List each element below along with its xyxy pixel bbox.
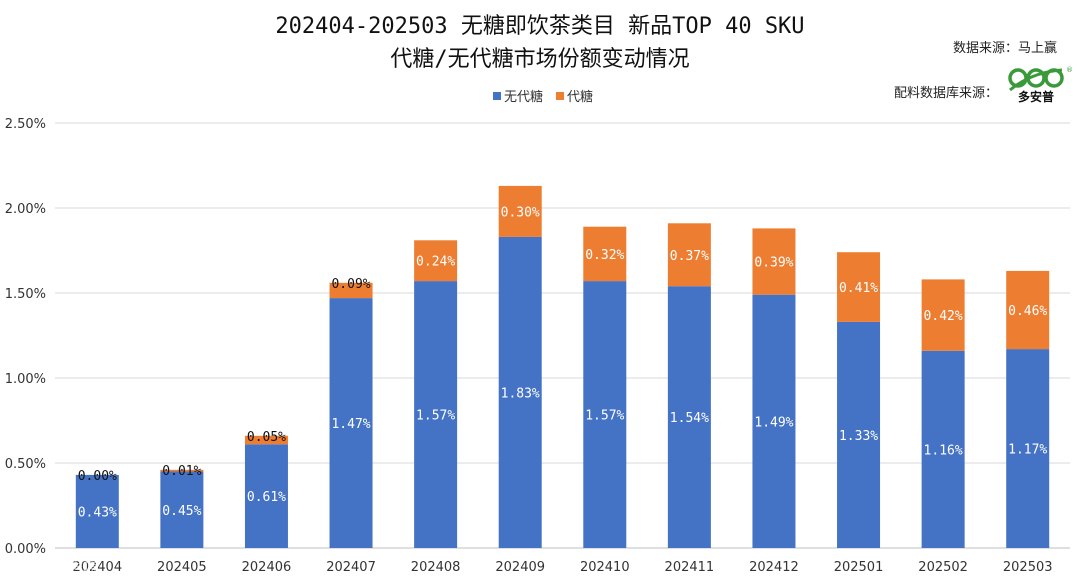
data-label-no-sweetener: 0.61% <box>247 490 286 505</box>
bar-sweetener <box>921 279 965 351</box>
bar-no-sweetener <box>160 471 204 548</box>
chart-title-line2: 代糖/无代糖市场份额变动情况 <box>390 47 689 72</box>
x-tick-label: 202501 <box>834 560 884 575</box>
x-tick-label: 202406 <box>242 560 292 575</box>
bar-no-sweetener <box>583 281 627 548</box>
data-label-sweetener: 0.39% <box>754 256 793 271</box>
data-label-sweetener: 0.00% <box>78 469 117 484</box>
data-label-sweetener: 0.01% <box>162 464 201 479</box>
duoanpu-logo: ® 多安普 <box>1008 66 1073 104</box>
data-label-sweetener: 0.42% <box>924 309 963 324</box>
data-label-sweetener: 0.32% <box>585 248 624 263</box>
bar-no-sweetener <box>752 294 796 548</box>
x-tick-label: 202410 <box>580 560 630 575</box>
bar-no-sweetener <box>329 298 373 548</box>
bar-sweetener <box>1006 270 1050 350</box>
data-label-no-sweetener: 0.43% <box>78 505 117 520</box>
bar-no-sweetener <box>837 321 881 548</box>
data-labels: 0.43% 0.00% 0.45% 0.01% 0.61% 0.05% 1.47% 0.09%… <box>78 205 1048 520</box>
data-label-no-sweetener: 1.47% <box>331 417 370 432</box>
y-tick-label: 2.00% <box>5 202 46 217</box>
logo-mark-icon <box>1008 68 1064 92</box>
bar-sweetener <box>244 435 288 445</box>
y-tick-label: 1.50% <box>5 287 46 302</box>
bar-sweetener <box>160 469 204 472</box>
gridlines <box>55 122 1070 549</box>
bar-sweetener <box>414 240 458 282</box>
x-tick-label: 202405 <box>157 560 207 575</box>
x-tick-label: 202412 <box>749 560 799 575</box>
x-tick-label: 202404 <box>72 560 122 575</box>
legend-swatch-sweetener <box>556 92 564 100</box>
data-label-no-sweetener: 1.54% <box>670 411 709 426</box>
bar-no-sweetener <box>75 474 119 548</box>
data-label-sweetener: 0.09% <box>331 277 370 292</box>
data-label-sweetener: 0.24% <box>416 255 455 270</box>
data-label-sweetener: 0.46% <box>1008 304 1047 319</box>
data-label-no-sweetener: 1.33% <box>839 429 878 444</box>
bar-sweetener <box>837 252 881 322</box>
data-label-no-sweetener: 1.16% <box>924 443 963 458</box>
legend-label-no-sweetener: 无代糖 <box>504 89 543 105</box>
x-tick-label: 202503 <box>1003 560 1053 575</box>
y-tick-label: 1.00% <box>5 372 46 387</box>
db-source-label: 配料数据库来源： <box>894 85 998 101</box>
legend-swatch-no-sweetener <box>493 92 501 100</box>
bar-sweetener <box>329 282 373 299</box>
bar-sweetener <box>752 228 796 295</box>
watermark-logo-icon <box>6 555 26 575</box>
x-axis-ticks: 202404 202405 202406 202407 202408 202409 2024… <box>72 560 1052 575</box>
data-label-sweetener: 0.30% <box>501 205 540 220</box>
data-label-no-sweetener: 1.17% <box>1008 443 1047 458</box>
y-tick-label: 0.50% <box>5 457 46 472</box>
bar-sweetener <box>583 226 627 282</box>
data-label-sweetener: 0.37% <box>670 249 709 264</box>
data-label-no-sweetener: 0.45% <box>162 504 201 519</box>
data-label-no-sweetener: 1.49% <box>754 415 793 430</box>
x-tick-label: 202409 <box>495 560 545 575</box>
data-label-sweetener: 0.05% <box>247 430 286 445</box>
watermark-text: 大数跨境 <box>32 557 100 577</box>
bar-no-sweetener <box>1006 349 1050 548</box>
data-label-no-sweetener: 1.83% <box>501 386 540 401</box>
logo-text: 多安普 <box>1018 89 1054 104</box>
y-tick-label: 2.50% <box>5 117 46 132</box>
bar-sweetener <box>498 185 542 237</box>
data-label-no-sweetener: 1.57% <box>416 409 455 424</box>
watermark: 大数跨境 <box>6 555 100 577</box>
bars <box>75 185 1050 548</box>
registered-icon: ® <box>1066 66 1073 74</box>
data-label-no-sweetener: 1.57% <box>585 409 624 424</box>
bar-sweetener <box>667 223 711 287</box>
x-tick-label: 202408 <box>411 560 461 575</box>
data-source-label: 数据来源：马上赢 <box>953 40 1057 56</box>
bar-no-sweetener <box>921 350 965 548</box>
legend: 无代糖 代糖 <box>493 89 593 105</box>
bar-no-sweetener <box>414 281 458 548</box>
chart-title-line1: 202404-202503 无糖即饮茶类目 新品TOP 40 SKU <box>275 14 804 39</box>
bar-no-sweetener <box>667 286 711 548</box>
data-label-sweetener: 0.41% <box>839 281 878 296</box>
bar-no-sweetener <box>498 236 542 548</box>
legend-label-sweetener: 代糖 <box>567 89 593 105</box>
x-tick-label: 202411 <box>665 560 715 575</box>
y-axis-ticks: 0.00% 0.50% 1.00% 1.50% 2.00% 2.50% <box>5 117 46 557</box>
y-tick-label: 0.00% <box>5 542 46 557</box>
x-tick-label: 202407 <box>326 560 376 575</box>
bar-no-sweetener <box>244 444 288 548</box>
x-tick-label: 202502 <box>918 560 968 575</box>
